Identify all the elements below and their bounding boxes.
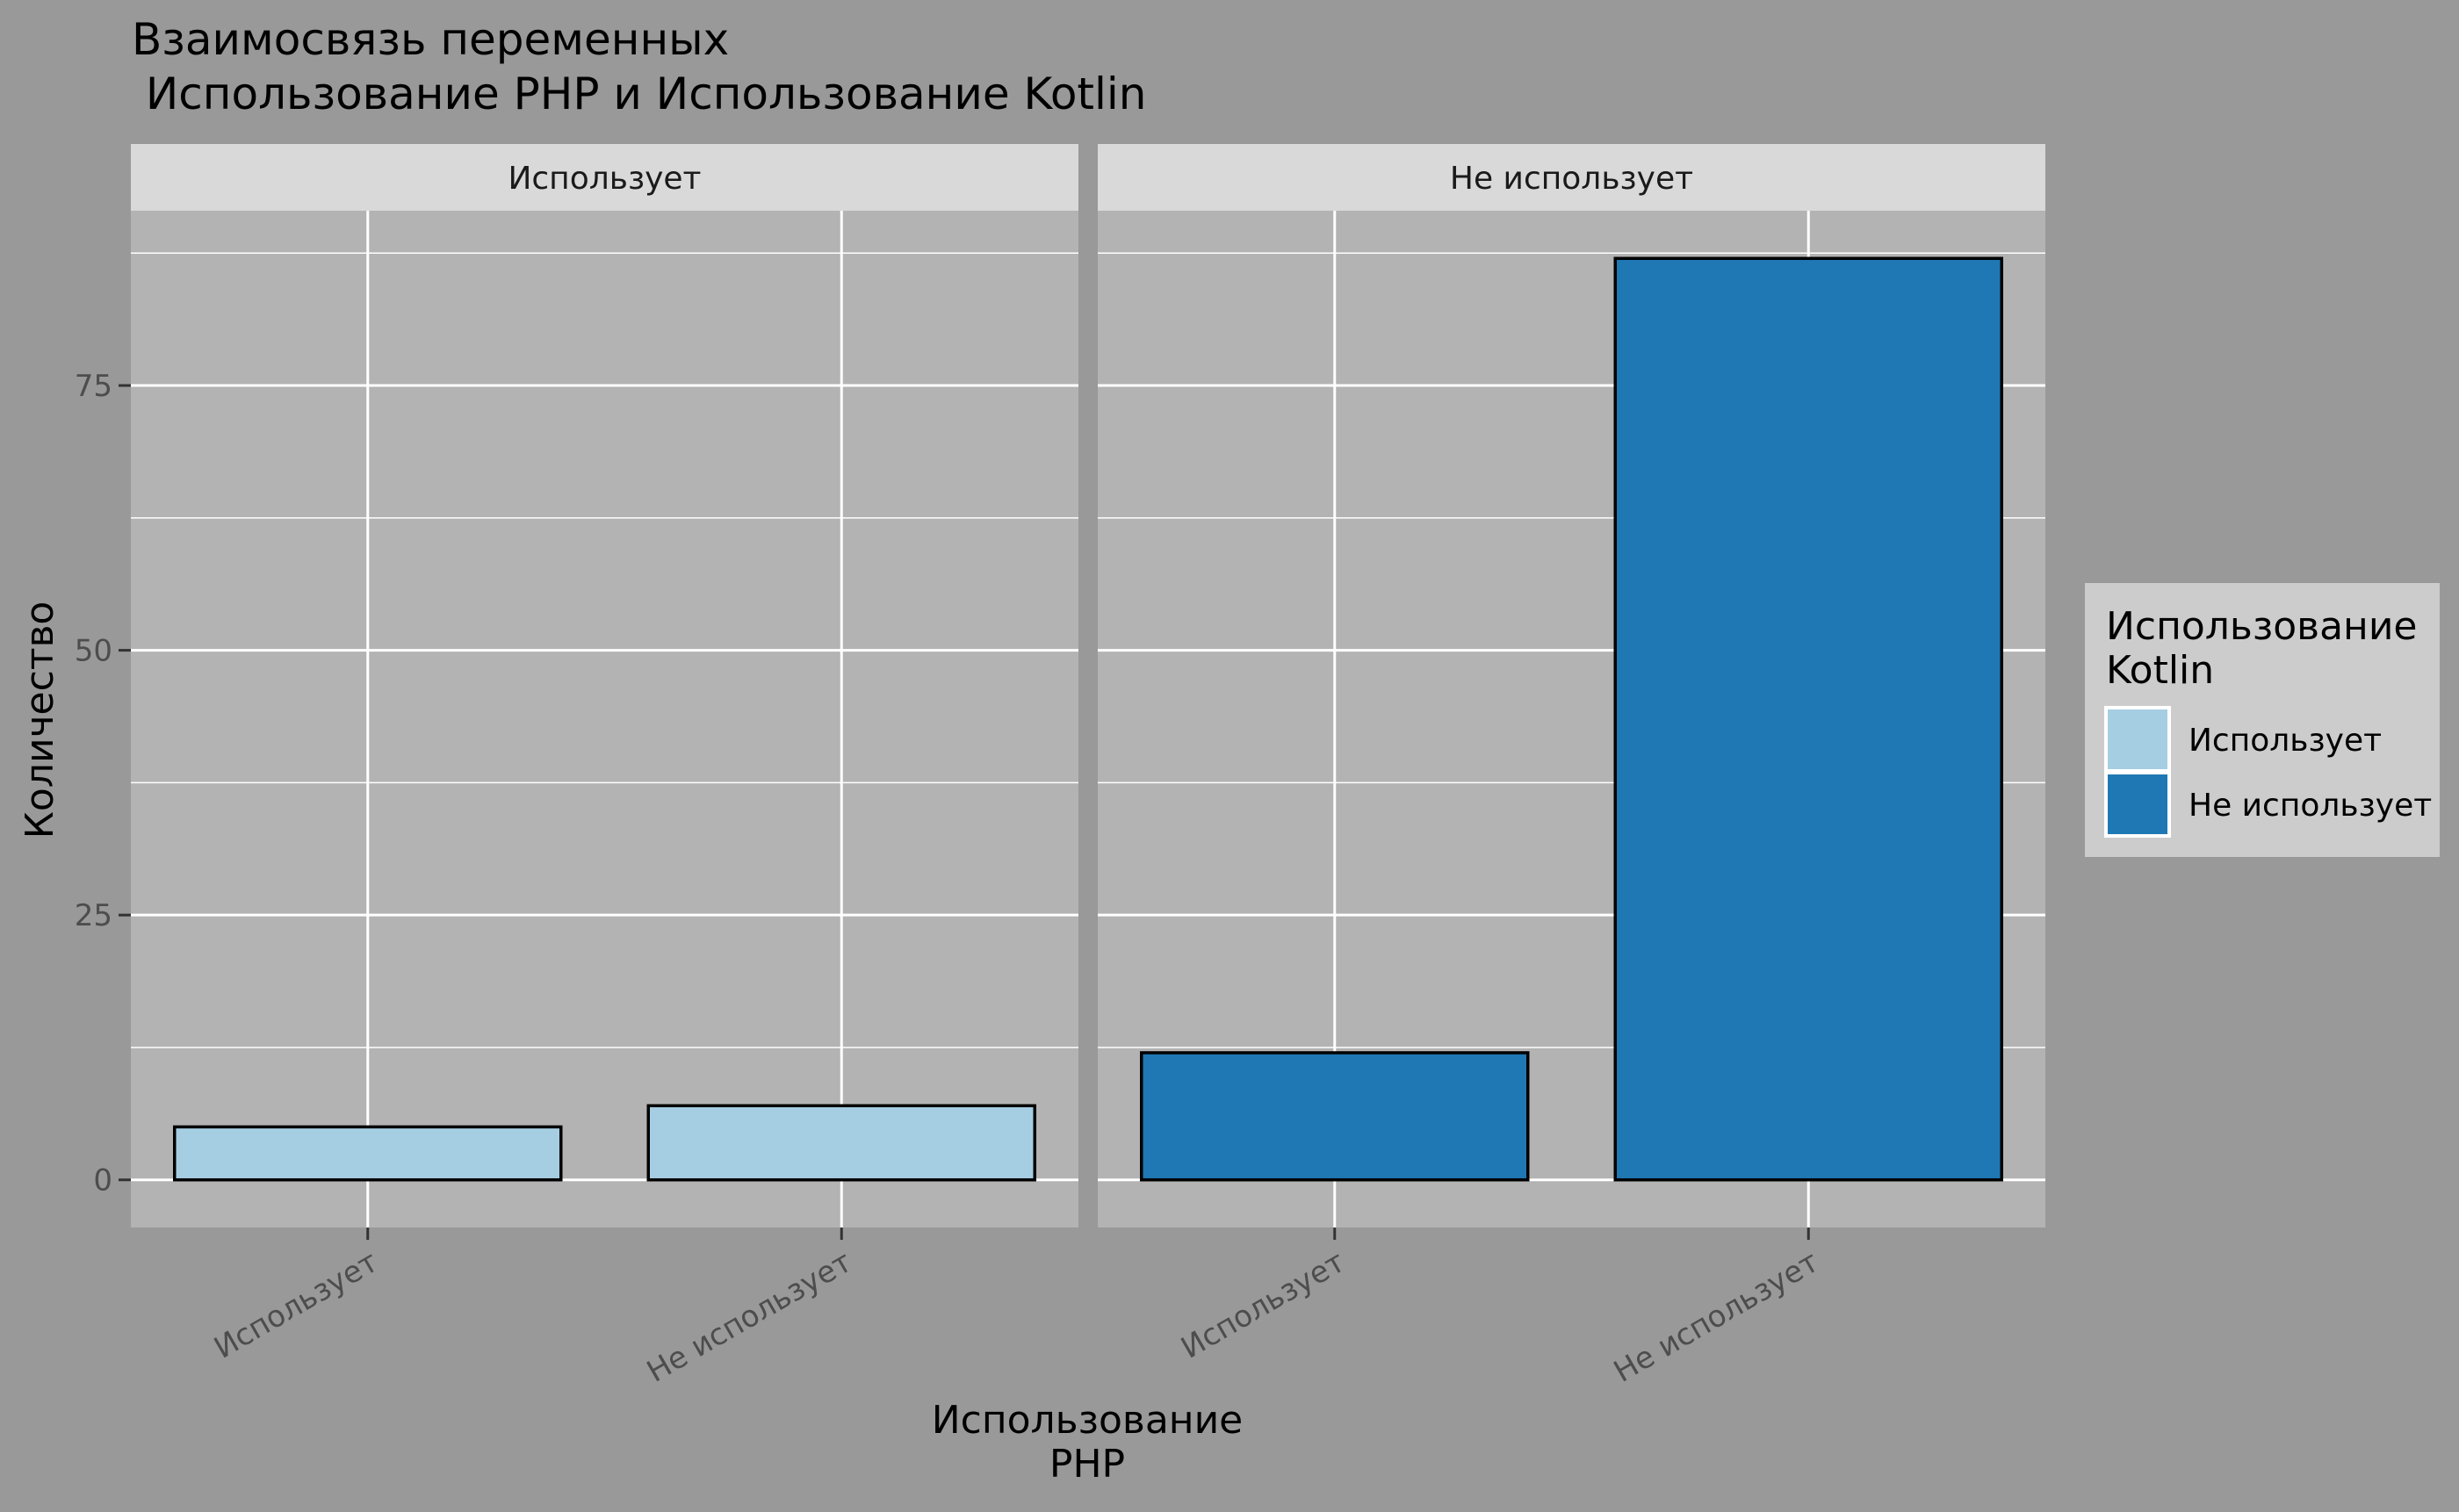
legend-key — [2104, 771, 2171, 838]
legend-title-line2: Kotlin — [2106, 648, 2214, 693]
y-axis: 0 25 50 75 — [75, 369, 131, 1199]
bar — [646, 1104, 1036, 1182]
facet-strip-label: Использует — [508, 161, 701, 197]
facet-panels: Использует Не используетИспользуетИспольз… — [131, 144, 2045, 1390]
x-axis-title-line1: Использование — [932, 1398, 1244, 1443]
legend-title-line1: Использование — [2106, 604, 2418, 649]
legend-label: Использует — [2189, 723, 2382, 759]
facet-strip — [1098, 144, 2045, 211]
y-tick-label: 50 — [75, 634, 112, 669]
panel-background — [131, 211, 1078, 1228]
y-tick-label: 0 — [93, 1163, 112, 1199]
bar — [1140, 1051, 1530, 1182]
chart-title-line1: Взаимосвязь переменных — [132, 14, 729, 65]
y-axis-title: Количество — [18, 601, 62, 839]
bar — [1613, 256, 2003, 1182]
legend: Использование Kotlin Использует Не исполь… — [2085, 583, 2440, 857]
x-axis-title-line2: PHP — [1049, 1442, 1125, 1487]
legend-label: Не использует — [2189, 788, 2432, 824]
legend-key — [2104, 706, 2171, 773]
legend-items: Использует Не использует — [2104, 706, 2432, 838]
chart-title-line2: Использование PHP и Использование Kotlin — [132, 68, 1147, 119]
facet-strip-label: Не использует — [1450, 161, 1693, 197]
facet-strip — [131, 144, 1078, 211]
y-tick-label: 75 — [75, 369, 112, 404]
bar — [173, 1125, 563, 1182]
y-tick-label: 25 — [75, 898, 112, 933]
